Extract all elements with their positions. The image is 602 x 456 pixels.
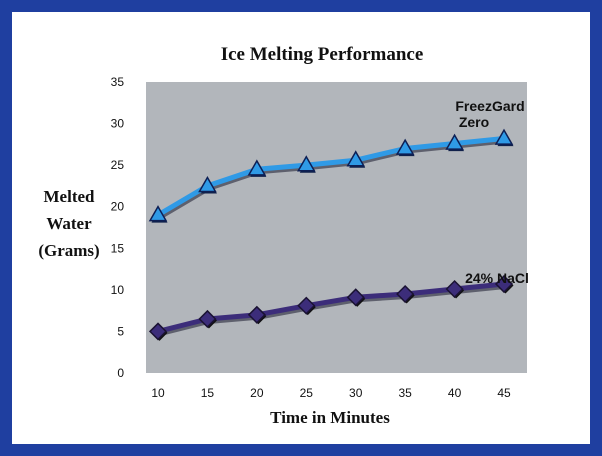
data-point <box>494 274 514 294</box>
y-tick-label: 30 <box>111 117 125 131</box>
y-axis-title-line: Water <box>46 214 92 233</box>
chart-title: Ice Melting Performance <box>221 44 424 65</box>
y-tick-label: 0 <box>117 366 124 380</box>
y-axis-title-line: Melted <box>44 187 96 206</box>
data-point <box>297 296 316 315</box>
x-axis-title: Time in Minutes <box>270 408 390 427</box>
chart-frame: Ice Melting Performance Melted Water (Gram… <box>12 12 590 444</box>
data-point <box>494 128 514 145</box>
x-tick-label: 20 <box>250 386 264 400</box>
y-tick-label: 10 <box>111 283 125 297</box>
data-point <box>395 138 415 155</box>
data-point <box>396 284 415 304</box>
series-label: FreezGard <box>455 98 524 114</box>
y-tick-label: 5 <box>117 324 124 338</box>
data-point <box>148 205 168 222</box>
data-point <box>445 279 464 299</box>
data-point <box>148 322 168 341</box>
y-axis-ticks: 0 5 10 15 20 25 30 35 <box>111 75 125 380</box>
y-tick-label: 15 <box>111 241 125 255</box>
x-tick-label: 45 <box>497 386 511 400</box>
series-layer <box>148 128 514 341</box>
x-tick-label: 10 <box>151 386 165 400</box>
ice-melting-chart: Ice Melting Performance Melted Water (Gram… <box>38 44 529 427</box>
y-tick-label: 35 <box>111 75 125 89</box>
x-tick-label: 15 <box>201 386 215 400</box>
y-axis-title-line: (Grams) <box>38 241 99 260</box>
series-label: 24% NaCl <box>465 270 529 286</box>
data-point <box>247 159 267 176</box>
series-line <box>155 136 507 218</box>
x-tick-label: 35 <box>398 386 412 400</box>
data-point <box>346 288 365 307</box>
data-point <box>198 176 217 193</box>
y-tick-label: 20 <box>111 200 125 214</box>
data-point <box>346 150 366 167</box>
data-point <box>296 155 316 172</box>
data-point <box>445 133 464 150</box>
data-point <box>198 309 217 329</box>
series-label: Zero <box>459 114 489 130</box>
x-axis-ticks: 10 15 20 25 30 35 40 45 <box>151 386 511 400</box>
x-tick-label: 30 <box>349 386 363 400</box>
y-axis-title: Melted Water (Grams) <box>38 187 99 260</box>
x-tick-label: 40 <box>448 386 462 400</box>
x-tick-label: 25 <box>300 386 314 400</box>
data-point <box>247 305 266 324</box>
y-tick-label: 25 <box>111 158 125 172</box>
